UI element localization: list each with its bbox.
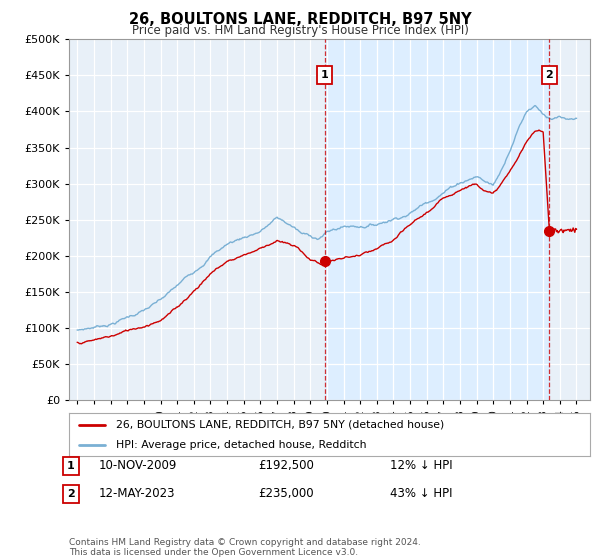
Text: 43% ↓ HPI: 43% ↓ HPI: [390, 487, 452, 501]
Text: 26, BOULTONS LANE, REDDITCH, B97 5NY: 26, BOULTONS LANE, REDDITCH, B97 5NY: [128, 12, 472, 27]
Text: Price paid vs. HM Land Registry's House Price Index (HPI): Price paid vs. HM Land Registry's House …: [131, 24, 469, 37]
Text: 1: 1: [320, 71, 328, 80]
Bar: [325, 39, 550, 400]
Text: Contains HM Land Registry data © Crown copyright and database right 2024.
This d: Contains HM Land Registry data © Crown c…: [69, 538, 421, 557]
Text: 2: 2: [67, 489, 74, 499]
Text: 2: 2: [545, 71, 553, 80]
Text: 1: 1: [67, 461, 74, 471]
Text: 10-NOV-2009: 10-NOV-2009: [99, 459, 178, 473]
Text: £235,000: £235,000: [258, 487, 314, 501]
Text: 12-MAY-2023: 12-MAY-2023: [99, 487, 176, 501]
Text: 12% ↓ HPI: 12% ↓ HPI: [390, 459, 452, 473]
Text: HPI: Average price, detached house, Redditch: HPI: Average price, detached house, Redd…: [116, 440, 367, 450]
Text: 26, BOULTONS LANE, REDDITCH, B97 5NY (detached house): 26, BOULTONS LANE, REDDITCH, B97 5NY (de…: [116, 419, 444, 430]
Text: £192,500: £192,500: [258, 459, 314, 473]
